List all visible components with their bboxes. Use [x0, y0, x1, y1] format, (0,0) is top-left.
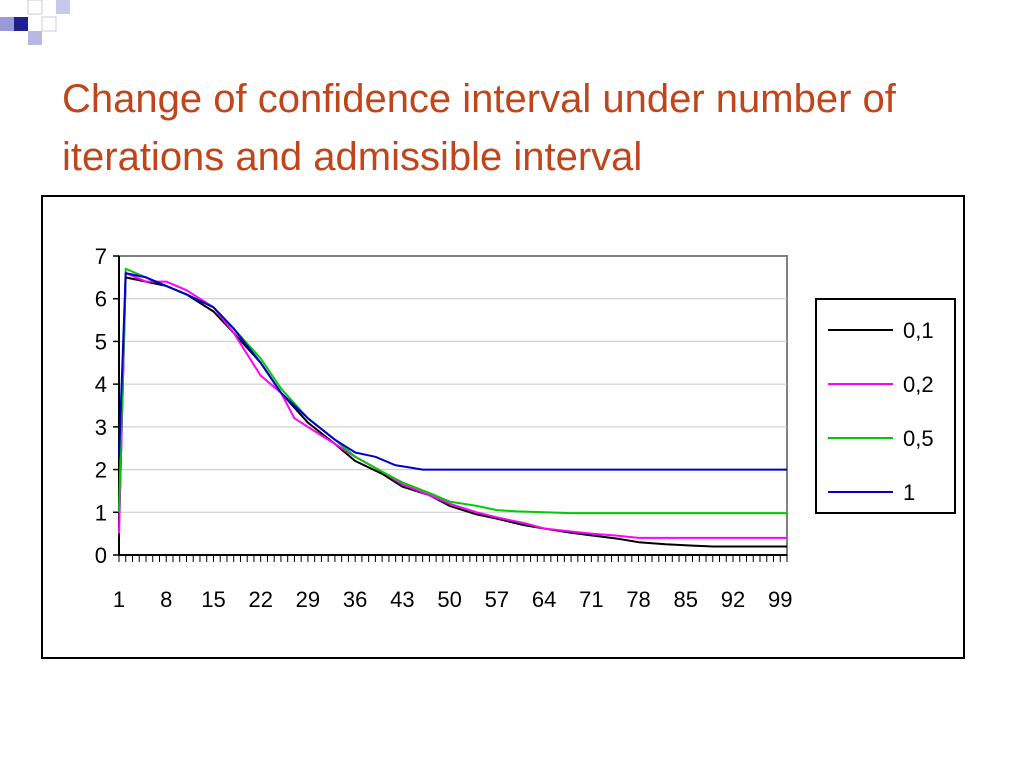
decor-square-light [56, 0, 70, 14]
x-tick-label: 78 [626, 587, 650, 612]
series-group [118, 267, 787, 548]
plot-area [118, 255, 788, 556]
legend-label-4: 1 [903, 480, 915, 505]
x-tick-label: 71 [579, 587, 603, 612]
x-tick-label: 99 [768, 587, 792, 612]
y-axis-ticks: 0 1 2 3 4 5 6 7 [95, 244, 119, 568]
decor-square-outline [41, 16, 57, 32]
legend-box [815, 298, 956, 514]
title-decoration [0, 0, 70, 45]
x-tick-label: 50 [437, 587, 461, 612]
legend-label-3: 0,5 [903, 426, 934, 451]
y-tick-label: 7 [95, 244, 107, 269]
decor-square-light [0, 17, 14, 31]
series-line-1 [118, 276, 787, 548]
legend-label-1: 0,1 [903, 318, 934, 343]
x-tick-label: 92 [721, 587, 745, 612]
slide-title: Change of confidence interval under numb… [62, 77, 896, 179]
y-tick-label: 1 [95, 500, 107, 525]
y-tick-label: 5 [95, 329, 107, 354]
decor-square-dark [14, 17, 28, 31]
x-tick-label: 1 [113, 587, 125, 612]
x-tick-label: 15 [201, 587, 225, 612]
y-tick-label: 4 [95, 372, 107, 397]
y-tick-label: 3 [95, 415, 107, 440]
y-tick-label: 0 [95, 543, 107, 568]
y-tick-label: 6 [95, 287, 107, 312]
x-axis-ticks: 1 8 15 22 29 36 43 50 57 64 71 78 85 92 99 [113, 555, 792, 612]
x-tick-label: 57 [485, 587, 509, 612]
x-tick-label: 64 [532, 587, 556, 612]
x-tick-label: 22 [248, 587, 272, 612]
y-tick-label: 2 [95, 458, 107, 483]
decor-square-light [28, 31, 42, 45]
x-tick-label: 85 [674, 587, 698, 612]
x-tick-label: 43 [390, 587, 414, 612]
series-line-4 [118, 272, 787, 471]
x-tick-label: 36 [343, 587, 367, 612]
legend: 0,1 0,2 0,5 1 [815, 298, 956, 514]
x-tick-label: 29 [296, 587, 320, 612]
x-tick-label: 8 [160, 587, 172, 612]
decor-square-outline [27, 0, 43, 15]
legend-label-2: 0,2 [903, 372, 934, 397]
